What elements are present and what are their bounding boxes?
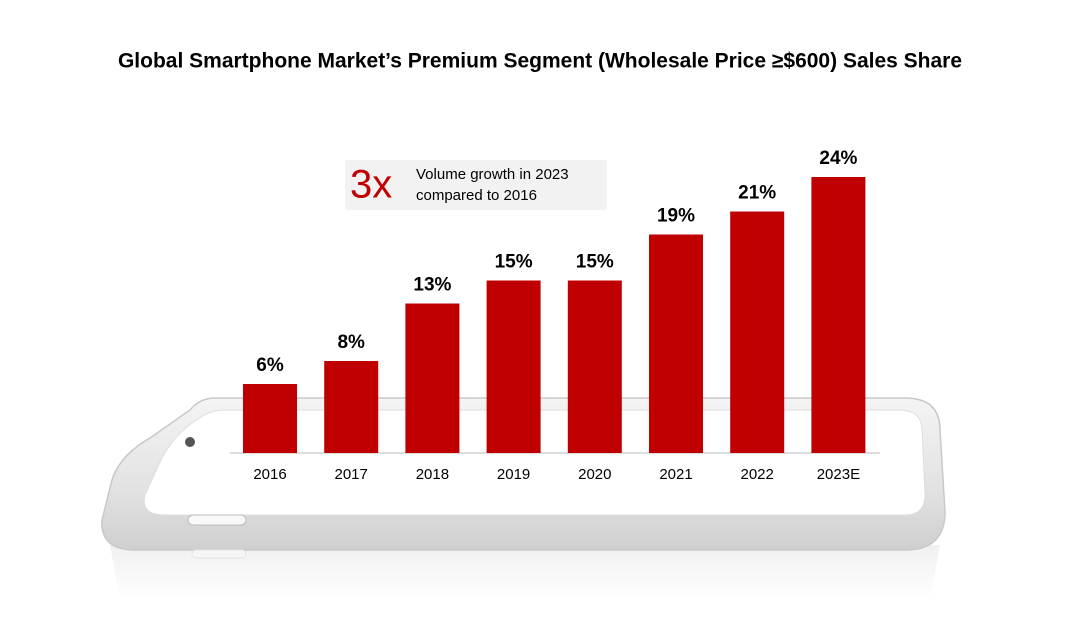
x-tick-label: 2023E (817, 466, 860, 483)
phone-button-reflection (191, 549, 247, 559)
bar (243, 384, 297, 453)
bar (324, 361, 379, 453)
value-label: 19% (657, 206, 695, 227)
value-label: 8% (337, 332, 365, 353)
annotation-box (345, 160, 607, 210)
x-tick-label: 2022 (741, 466, 774, 483)
bar (649, 234, 703, 453)
x-tick-label: 2017 (335, 466, 368, 483)
annotation-emphasis: 3x (350, 163, 392, 207)
bar (486, 280, 541, 453)
annotation-text: Volume growth in 2023 (416, 166, 569, 183)
bar (811, 177, 866, 453)
x-tick-label: 2020 (578, 466, 611, 483)
phone-camera (185, 437, 195, 447)
annotation-text: compared to 2016 (416, 187, 537, 204)
phone-button (187, 514, 247, 526)
x-tick-label: 2021 (659, 466, 692, 483)
value-label: 6% (256, 355, 284, 376)
value-label: 13% (413, 275, 451, 296)
chart-title: Global Smartphone Market’s Premium Segme… (118, 50, 962, 73)
bar (730, 211, 785, 453)
bar (405, 303, 460, 453)
value-label: 15% (576, 252, 614, 273)
x-tick-label: 2019 (497, 466, 530, 483)
x-tick-label: 2018 (416, 466, 449, 483)
bar (567, 280, 622, 453)
value-label: 24% (819, 148, 857, 169)
value-label: 15% (495, 252, 533, 273)
x-tick-label: 2016 (253, 466, 286, 483)
value-label: 21% (738, 183, 776, 204)
phone-reflection (110, 545, 940, 600)
